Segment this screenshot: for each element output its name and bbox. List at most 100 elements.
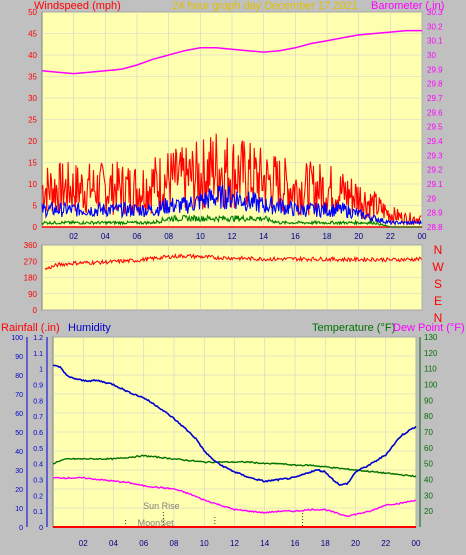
temperature-tick-label: 70 [424, 428, 433, 437]
barometer-tick-label: 29 [427, 194, 436, 203]
rainfall-tick-label: 0.9 [33, 383, 43, 390]
humidity-x-tick-label: 12 [230, 539, 239, 548]
wind-low-line [41, 214, 422, 228]
rainfall-tick-label: 0.8 [33, 398, 43, 405]
windspeed-tick-labels: 0 5 10 15 20 25 30 35 40 45 50 [28, 8, 37, 232]
wind-x-tick-label: 12 [228, 232, 237, 241]
rainfall-tick-label: 0.4 [33, 462, 43, 469]
humidity-tick-label: 60 [15, 411, 23, 418]
compass-label: N [434, 243, 443, 257]
windspeed-tick-label: 0 [33, 223, 38, 232]
humidity-tick-label: 40 [15, 449, 23, 456]
temperature-tick-label: 80 [424, 412, 433, 421]
rainfall-tick-label: 1 [39, 367, 43, 374]
barometer-axis-title: Barometer (.in) [371, 0, 444, 12]
rainfall-tick-label: 0.1 [33, 509, 43, 516]
humidity-tick-label: 50 [15, 430, 23, 437]
direction-tick-label: 360 [24, 241, 38, 250]
dewpoint-line [53, 476, 416, 518]
wind-x-tick-labels: 02 04 06 08 10 12 14 16 18 20 22 00 [69, 232, 427, 241]
barometer-tick-label: 28.8 [427, 223, 443, 232]
temperature-tick-label: 60 [424, 444, 433, 453]
rainfall-tick-label: 1.1 [33, 351, 43, 358]
compass-label: E [434, 294, 442, 308]
humidity-temp-series [52, 364, 417, 528]
rainfall-tick-label: 0.2 [33, 493, 43, 500]
humidity-tick-label: 0 [19, 525, 23, 532]
wind-x-tick-label: 06 [133, 232, 142, 241]
wind-series [41, 29, 422, 228]
humidity-tick-label: 30 [15, 468, 23, 475]
direction-tick-label: 90 [28, 290, 37, 299]
humidity-x-tick-label: 02 [79, 539, 88, 548]
barometer-tick-label: 29.3 [427, 151, 443, 160]
barometer-tick-label: 30.1 [427, 37, 443, 46]
humidity-x-tick-label: 18 [321, 539, 330, 548]
wind-x-tick-label: 04 [101, 232, 110, 241]
temperature-tick-label: 50 [424, 460, 433, 469]
wind-x-tick-label: 10 [196, 232, 205, 241]
dewpoint-axis-title: Dew Point (°F) [393, 322, 465, 334]
wind-x-tick-label: 00 [418, 232, 427, 241]
wind-x-tick-label: 16 [291, 232, 300, 241]
barometer-tick-label: 29.5 [427, 123, 443, 132]
humidity-line [52, 364, 417, 486]
wind-x-tick-label: 22 [386, 232, 395, 241]
wind-average-line [41, 184, 422, 226]
wind-gust-line [41, 133, 422, 227]
humidity-x-tick-label: 16 [291, 539, 300, 548]
humidity-x-tick-label: 04 [109, 539, 118, 548]
rainfall-tick-labels: 0 0.1 0.2 0.3 0.4 0.5 0.6 0.7 0.8 0.9 1 1.1 1.2 [33, 335, 43, 532]
temperature-tick-label: 100 [424, 381, 438, 390]
temperature-tick-labels: 20 30 40 50 60 70 80 90 100 110 120 130 [424, 333, 438, 516]
rainfall-tick-label: 0.3 [33, 478, 43, 485]
rainfall-tick-label: 0 [39, 525, 43, 532]
direction-series [44, 252, 422, 271]
wind-x-tick-label: 18 [323, 232, 332, 241]
temperature-tick-label: 30 [424, 491, 433, 500]
barometer-tick-label: 29.2 [427, 166, 443, 175]
humidity-tick-label: 20 [15, 487, 23, 494]
windspeed-tick-label: 25 [28, 116, 37, 125]
wind-direction-line [44, 252, 422, 271]
barometer-tick-label: 29.8 [427, 80, 443, 89]
temperature-tick-label: 20 [424, 507, 433, 516]
windspeed-tick-label: 50 [28, 8, 37, 17]
humidity-axis-title: Humidity [68, 322, 111, 334]
direction-tick-label: 0 [33, 306, 38, 315]
humidity-tick-label: 90 [15, 354, 23, 361]
rainfall-tick-label: 0.6 [33, 430, 43, 437]
humidity-x-tick-label: 00 [412, 539, 421, 548]
barometer-line [41, 29, 422, 75]
humidity-tick-label: 80 [15, 373, 23, 380]
direction-tick-label: 180 [24, 274, 38, 283]
barometer-tick-label: 29.1 [427, 180, 443, 189]
temperature-tick-label: 120 [424, 349, 438, 358]
temperature-tick-label: 90 [424, 396, 433, 405]
temperature-tick-label: 40 [424, 476, 433, 485]
windspeed-tick-label: 45 [28, 30, 37, 39]
humidity-x-tick-label: 20 [351, 539, 360, 548]
compass-label: W [432, 260, 444, 274]
rainfall-axis-title: Rainfall (.in) [1, 322, 60, 334]
direction-plot-grid [42, 244, 423, 311]
humidity-tick-label: 10 [15, 506, 23, 513]
humidity-temp-x-tick-labels: 02 04 06 08 10 12 14 16 18 20 22 00 [79, 539, 421, 548]
humidity-tick-label: 100 [11, 335, 23, 342]
temperature-axis-title: Temperature (°F) [312, 322, 395, 334]
humidity-tick-labels: 0 10 20 30 40 50 60 70 80 90 100 [11, 335, 23, 532]
barometer-tick-label: 30.3 [427, 8, 443, 17]
temperature-tick-label: 130 [424, 333, 438, 342]
barometer-tick-labels: 28.8 28.9 29 29.1 29.2 29.3 29.4 29.5 29.6 29.7 29… [427, 8, 443, 232]
sunrise-label: Sun Rise [143, 501, 180, 511]
direction-tick-label: 270 [24, 257, 38, 266]
windspeed-tick-label: 40 [28, 51, 37, 60]
wind-x-tick-label: 14 [259, 232, 268, 241]
windspeed-tick-label: 15 [28, 159, 37, 168]
rainfall-tick-label: 0.5 [33, 446, 43, 453]
moonset-label: MoonSet [138, 518, 175, 528]
barometer-tick-label: 29.4 [427, 137, 443, 146]
